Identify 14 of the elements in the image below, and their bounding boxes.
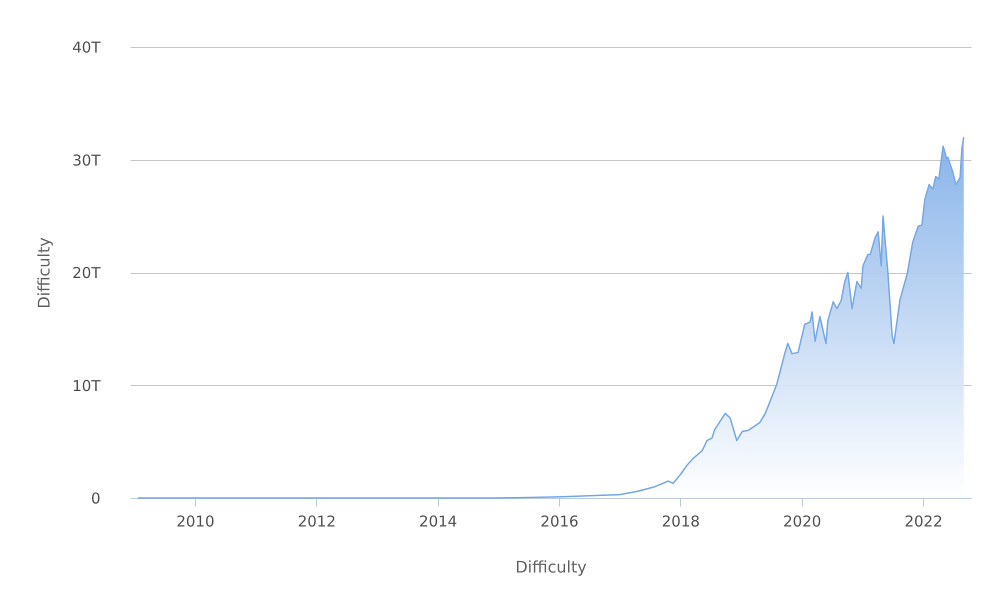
y-tick-label: 20T [72, 264, 102, 282]
y-axis-title: Difficulty [34, 237, 54, 309]
y-tick-label: 0 [90, 490, 100, 508]
x-axis-title: Difficulty [515, 558, 587, 576]
x-tick-label: 2010 [176, 512, 215, 530]
x-tick-label: 2014 [419, 512, 458, 530]
x-tick-label: 2016 [540, 512, 579, 530]
y-tick-label: 40T [72, 38, 102, 56]
y-tick-label: 30T [72, 151, 102, 170]
x-tick-label: 2022 [904, 512, 943, 530]
x-tick-label: 2020 [783, 512, 822, 530]
x-tick-label: 2012 [298, 512, 336, 530]
x-tick-label: 2018 [662, 512, 700, 530]
y-tick-label: 10T [72, 376, 102, 395]
